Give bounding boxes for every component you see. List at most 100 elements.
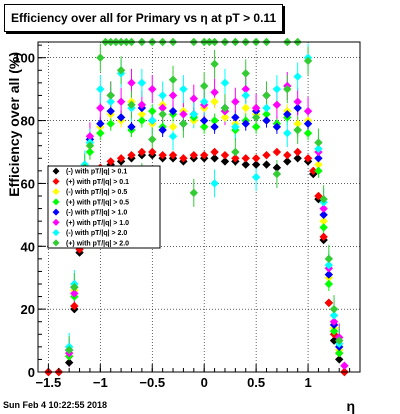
data-point (96, 128, 105, 138)
legend: (-) with pT/|q| > 0.1 (+) with pT/|q| > 0… (47, 165, 161, 249)
data-point (241, 160, 250, 169)
data-point (303, 119, 313, 128)
timestamp: Sun Feb 4 10:22:55 2018 (3, 400, 108, 410)
data-point (314, 160, 323, 169)
y-tick-label: 0 (28, 365, 35, 380)
data-point (293, 125, 302, 135)
data-point (199, 122, 209, 132)
data-point (293, 97, 302, 106)
x-tick-label: 0.5 (247, 375, 265, 390)
y-tick-label: 20 (21, 302, 35, 317)
data-point (329, 304, 339, 314)
data-point (319, 232, 328, 242)
data-point (293, 103, 302, 113)
data-point (324, 260, 334, 270)
data-point (210, 97, 219, 106)
data-point (283, 110, 292, 119)
data-point (272, 147, 282, 157)
data-point (106, 119, 115, 128)
data-point (293, 119, 302, 128)
data-point (137, 147, 147, 157)
data-point (241, 119, 250, 128)
data-point (303, 56, 313, 66)
data-point (329, 317, 339, 326)
data-point (283, 157, 292, 166)
data-point (220, 157, 230, 166)
data-point (85, 147, 95, 157)
data-point (293, 147, 302, 157)
data-point (314, 191, 323, 201)
data-point (220, 113, 230, 122)
legend-label: (+) with pT/|q| > 1.0 (66, 220, 129, 227)
data-point (168, 132, 178, 141)
x-tick-label: −1.5 (36, 375, 62, 390)
legend-marker (52, 239, 60, 247)
data-point (168, 106, 178, 116)
data-point (231, 122, 240, 132)
data-point (210, 179, 219, 188)
data-point (168, 122, 178, 132)
legend-marker (52, 229, 60, 237)
plot-frame (37, 41, 361, 373)
data-point (137, 78, 147, 88)
data-point (179, 110, 188, 119)
data-point (210, 122, 219, 132)
data-point (148, 84, 157, 94)
x-tick-label: −0.5 (139, 375, 165, 390)
data-point (220, 103, 230, 113)
data-point (324, 298, 334, 308)
data-point (96, 103, 105, 113)
data-point (116, 66, 126, 75)
data-point (309, 166, 318, 176)
data-point (210, 116, 219, 125)
data-point (70, 301, 79, 311)
data-point (210, 154, 219, 163)
data-point (283, 128, 292, 138)
data-point (127, 78, 136, 88)
data-point (116, 154, 126, 163)
data-point (106, 97, 115, 106)
data-point (231, 154, 240, 163)
legend-marker (52, 208, 60, 216)
data-point (293, 154, 302, 163)
data-point (324, 279, 334, 289)
data-point (179, 84, 188, 94)
data-point (127, 122, 136, 132)
data-point (283, 150, 292, 160)
data-point (199, 97, 209, 106)
data-point (319, 194, 328, 204)
data-point (106, 106, 115, 116)
data-point (199, 150, 209, 160)
data-point (335, 355, 344, 364)
data-point (262, 150, 271, 160)
data-point (158, 125, 167, 135)
data-point (168, 91, 178, 100)
x-axis-title: η (346, 398, 355, 414)
legend-label: (+) with pT/|q| > 0.5 (66, 199, 129, 206)
data-point (199, 116, 209, 125)
data-point (314, 166, 323, 176)
data-point (210, 147, 219, 157)
legend-marker (52, 188, 60, 196)
data-point (137, 110, 147, 119)
legend-label: (-) with pT/|q| > 1.0 (66, 210, 127, 217)
data-point (106, 157, 115, 166)
data-point (283, 84, 292, 94)
data-point (210, 59, 219, 69)
data-point (168, 75, 178, 84)
data-point (148, 116, 157, 125)
data-point (158, 103, 167, 113)
data-point (324, 254, 334, 264)
data-point (137, 116, 147, 125)
legend-label: (-) with pT/|q| > 0.5 (66, 189, 127, 196)
y-tick-label: 80 (21, 114, 35, 129)
data-point (220, 78, 230, 88)
data-point (148, 135, 157, 144)
data-point (272, 84, 282, 94)
data-point (272, 100, 282, 110)
data-point (231, 113, 240, 122)
data-point (137, 100, 147, 110)
data-point (319, 223, 328, 232)
legend-label: (+) with pT/|q| > 2.0 (66, 240, 129, 247)
